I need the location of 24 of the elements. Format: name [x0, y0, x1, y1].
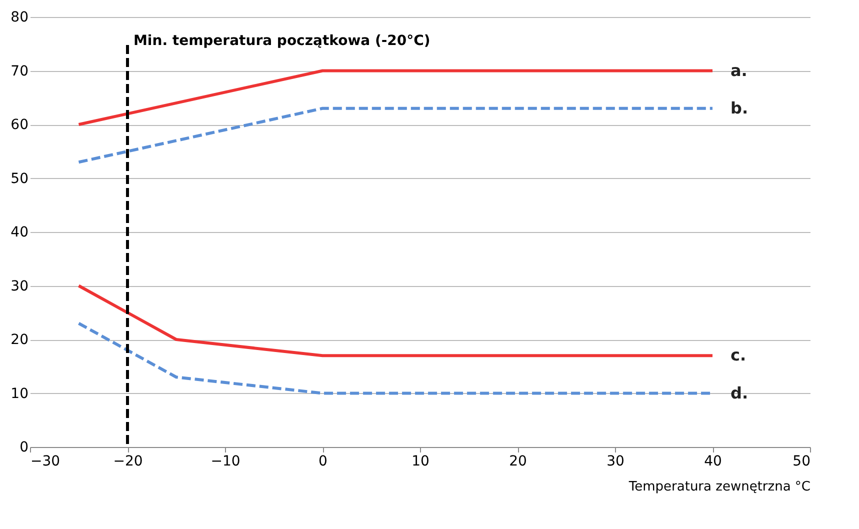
y-tick-label: 30 [10, 278, 28, 294]
x-tick-label: 40 [704, 454, 722, 470]
series-label: c. [730, 346, 746, 365]
series-label: b. [730, 98, 748, 118]
x-axis-title: Temperatura zewnętrzna °C [628, 480, 810, 494]
x-tick-label: 0 [318, 454, 328, 470]
x-tick-label: 10 [412, 454, 430, 470]
x-tick-label: 30 [606, 454, 624, 470]
x-tick-label: 20 [509, 454, 527, 470]
y-tick-label: 60 [10, 117, 28, 133]
x-tick-label: −10 [210, 454, 240, 470]
y-tick-label: 20 [10, 332, 28, 348]
y-tick-label: 40 [10, 224, 28, 240]
ref-line-label: Min. temperatura początkowa (-20°C) [134, 33, 430, 49]
y-tick-label: 10 [10, 386, 28, 402]
x-tick-label: −20 [113, 454, 143, 470]
y-tick-label: 80 [10, 10, 28, 26]
series-label: a. [730, 60, 748, 80]
y-tick-label: 70 [10, 63, 28, 80]
x-tick-label: 50 [792, 454, 810, 470]
y-tick-label: 0 [20, 440, 28, 456]
y-tick-label: 50 [10, 170, 28, 187]
x-tick-label: −30 [30, 454, 60, 470]
series-label: d. [730, 383, 748, 402]
